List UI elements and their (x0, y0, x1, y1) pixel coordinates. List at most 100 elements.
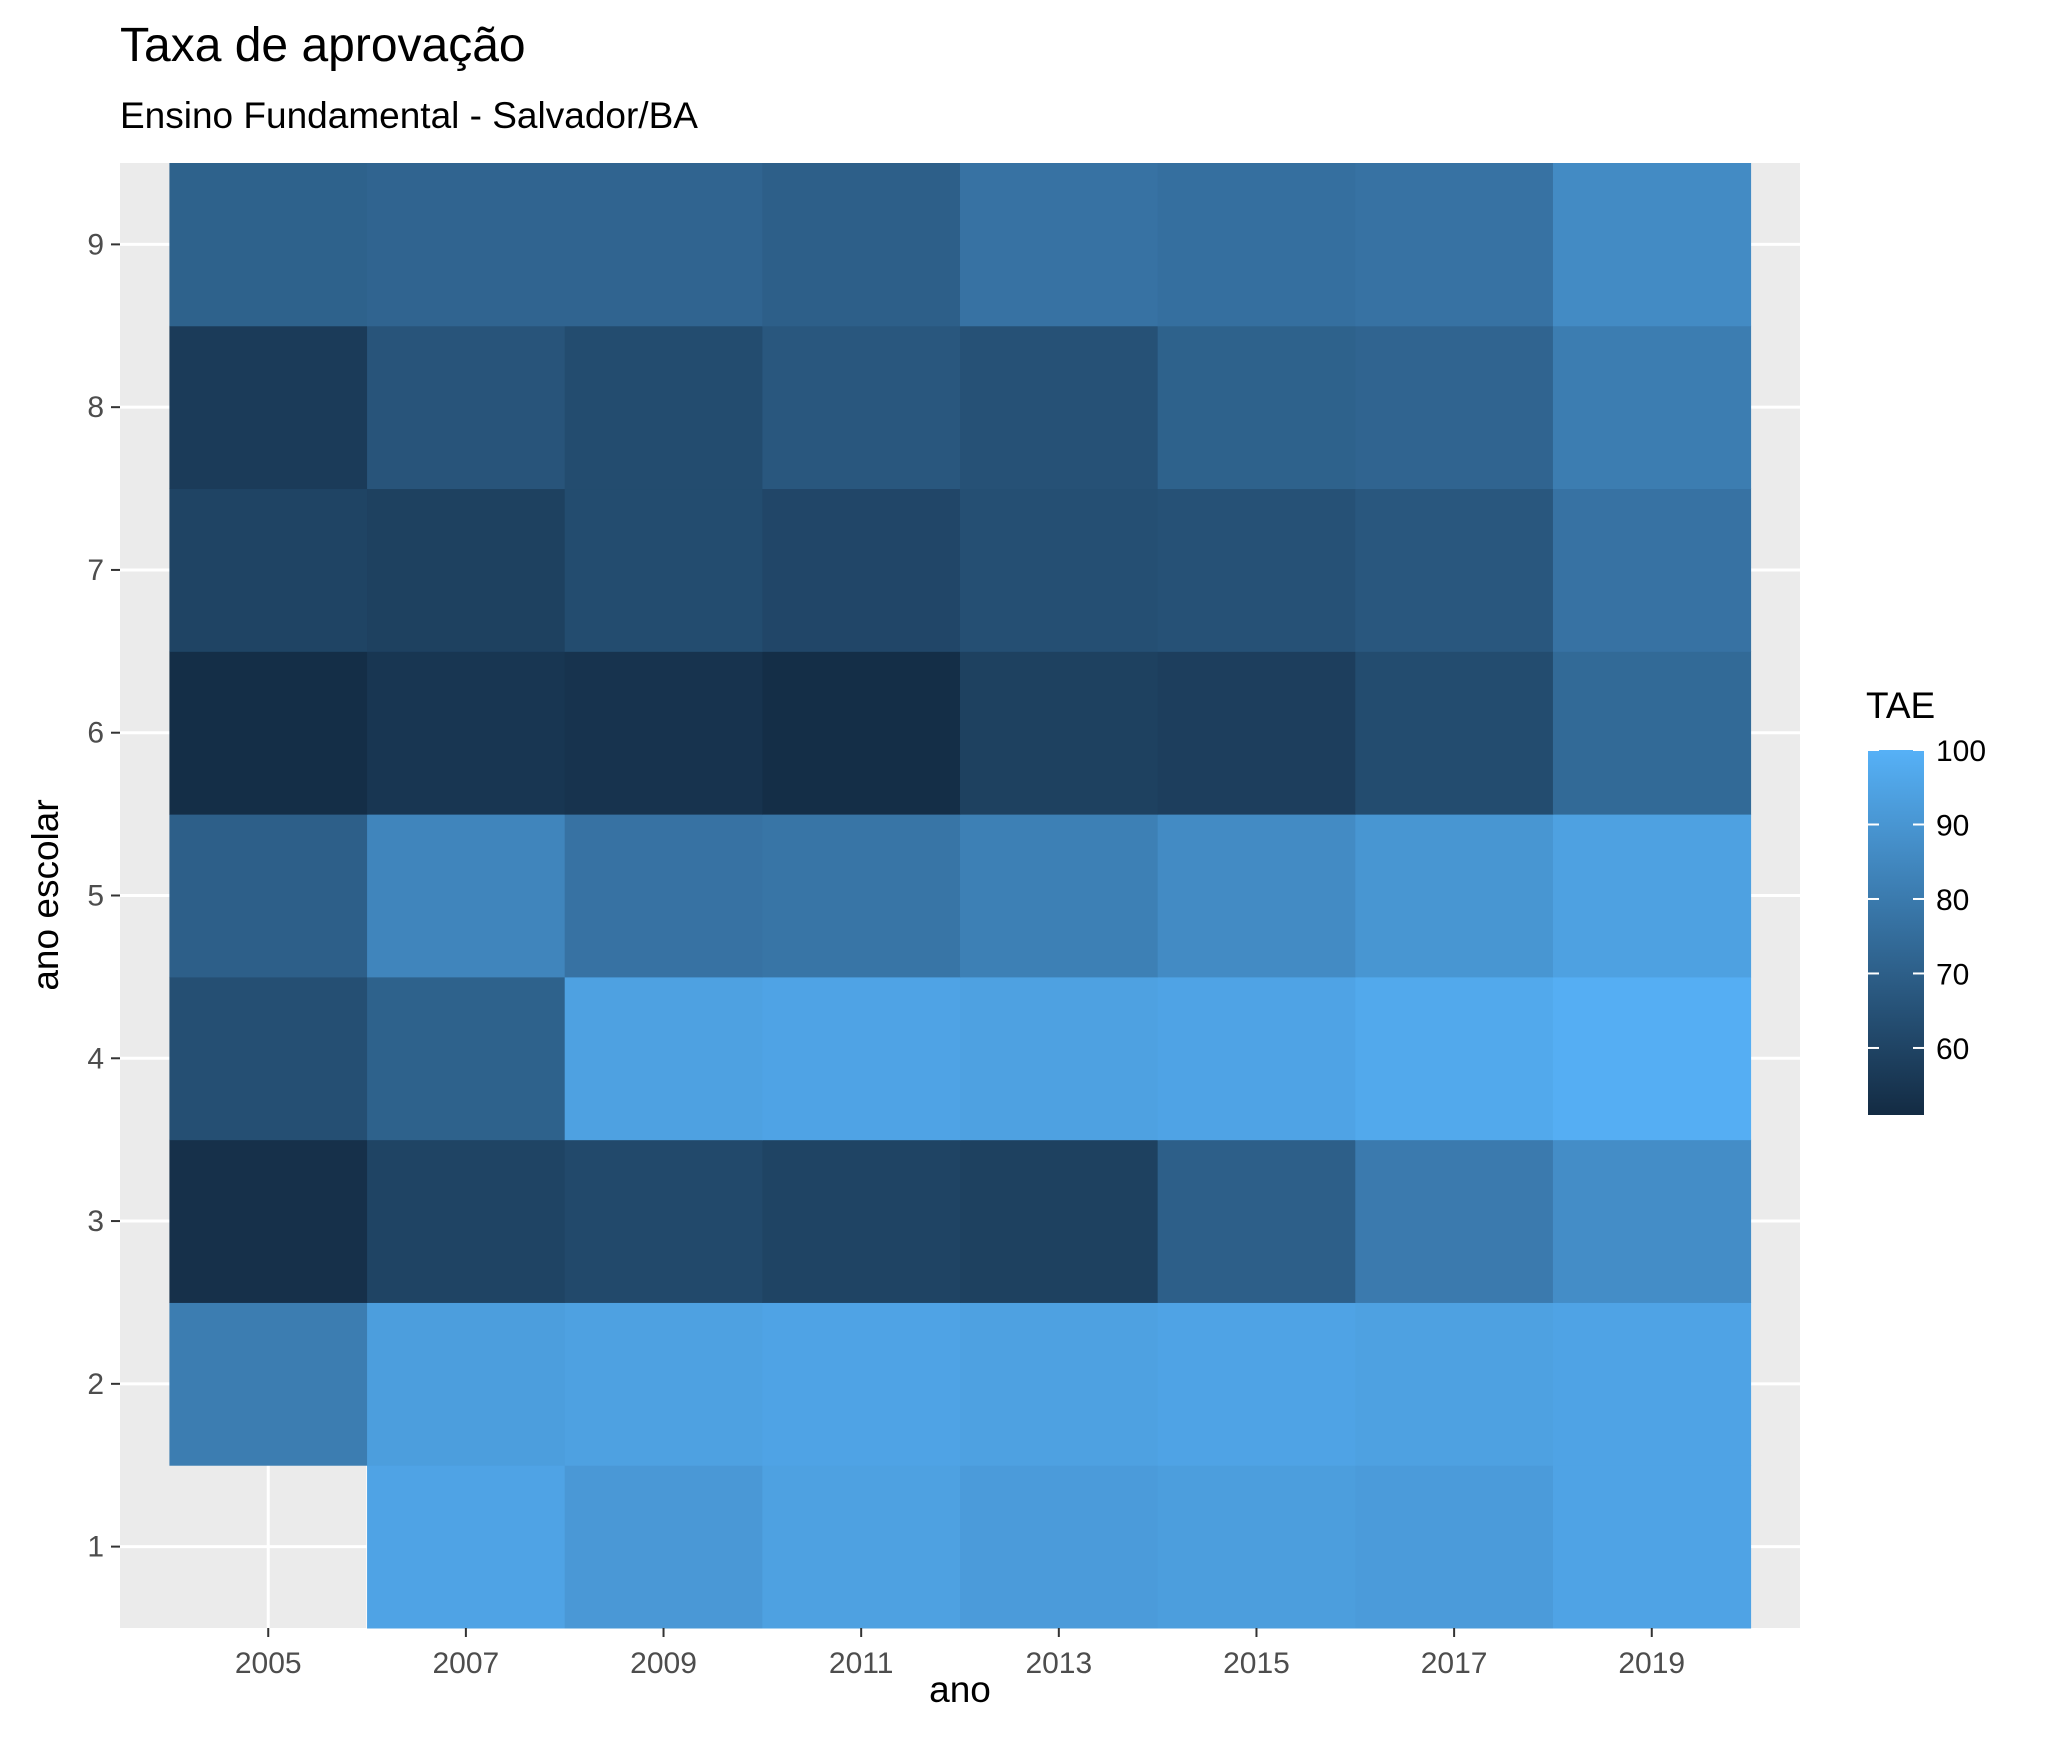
heatmap-cell-2017-3 (1355, 1139, 1554, 1303)
y-axis-title: ano escolar (25, 799, 66, 990)
x-axis-title: ano (929, 1669, 991, 1710)
heatmap-cell-2013-7 (960, 488, 1159, 652)
heatmap-cell-2011-5 (762, 814, 961, 978)
heatmap-cell-2017-7 (1355, 488, 1554, 652)
y-tick-label: 7 (87, 554, 104, 587)
legend-tick-label: 70 (1936, 958, 1969, 991)
heatmap-cell-2015-5 (1157, 814, 1356, 978)
x-tick-label: 2019 (1618, 1647, 1685, 1680)
heatmap-cell-2017-9 (1355, 163, 1554, 327)
x-tick-label: 2005 (235, 1647, 302, 1680)
heatmap-cell-2019-8 (1552, 325, 1752, 490)
legend: TAE 60 70 80 90 100 (1866, 685, 1986, 1115)
y-tick-label: 6 (87, 717, 104, 750)
heatmap-cell-2005-4 (169, 976, 368, 1141)
heatmap-cell-2013-3 (960, 1139, 1159, 1303)
heatmap-cell-2015-8 (1157, 325, 1356, 490)
heatmap-cell-2017-1 (1355, 1465, 1554, 1629)
legend-tick-label: 100 (1936, 735, 1986, 768)
heatmap-cell-2019-5 (1552, 814, 1752, 978)
heatmap-cell-2015-6 (1157, 651, 1356, 815)
heatmap-cell-2009-5 (564, 814, 763, 978)
x-tick-label: 2015 (1223, 1647, 1290, 1680)
chart-subtitle: Ensino Fundamental - Salvador/BA (120, 95, 698, 136)
heatmap-cell-2017-6 (1355, 651, 1554, 815)
heatmap-cell-2009-7 (564, 488, 763, 652)
heatmap-cells (169, 163, 1752, 1629)
heatmap-cell-2019-1 (1552, 1465, 1752, 1629)
heatmap-cell-2019-4 (1552, 976, 1752, 1141)
x-axis: 2005 2007 2009 2011 2013 2015 2017 2019 (235, 1628, 1685, 1680)
x-tick-label: 2011 (829, 1647, 894, 1680)
heatmap-cell-2005-3 (169, 1139, 368, 1303)
heatmap-cell-2007-8 (367, 325, 566, 490)
y-tick-label: 5 (87, 880, 104, 913)
heatmap-cell-2011-1 (762, 1465, 961, 1629)
heatmap-cell-2015-3 (1157, 1139, 1356, 1303)
heatmap-cell-2011-9 (762, 163, 961, 327)
y-tick-label: 4 (87, 1042, 104, 1075)
heatmap-cell-2005-5 (169, 814, 368, 978)
y-tick-label: 3 (87, 1205, 104, 1238)
heatmap-cell-2019-7 (1552, 488, 1752, 652)
heatmap-cell-2013-5 (960, 814, 1159, 978)
heatmap-cell-2019-6 (1552, 651, 1752, 815)
y-tick-label: 8 (87, 391, 104, 424)
heatmap-cell-2009-2 (564, 1302, 763, 1466)
heatmap-cell-2015-9 (1157, 163, 1356, 327)
legend-tick-label: 60 (1936, 1033, 1969, 1066)
heatmap-cell-2007-5 (367, 814, 566, 978)
x-tick-label: 2007 (433, 1647, 500, 1680)
heatmap-cell-2007-9 (367, 163, 566, 327)
heatmap-cell-2009-8 (564, 325, 763, 490)
heatmap-cell-2013-6 (960, 651, 1159, 815)
heatmap-cell-2011-6 (762, 651, 961, 815)
heatmap-cell-2011-2 (762, 1302, 961, 1466)
legend-tick-label: 80 (1936, 884, 1969, 917)
heatmap-cell-2007-4 (367, 976, 566, 1141)
y-tick-label: 2 (87, 1368, 104, 1401)
heatmap-cell-2011-7 (762, 488, 961, 652)
heatmap-cell-2015-7 (1157, 488, 1356, 652)
heatmap-cell-2017-2 (1355, 1302, 1554, 1466)
x-tick-label: 2017 (1421, 1647, 1488, 1680)
legend-title: TAE (1866, 685, 1935, 726)
heatmap-cell-2013-1 (960, 1465, 1159, 1629)
heatmap-cell-2017-5 (1355, 814, 1554, 978)
heatmap-cell-2015-2 (1157, 1302, 1356, 1466)
heatmap-cell-2009-6 (564, 651, 763, 815)
heatmap-cell-2007-6 (367, 651, 566, 815)
heatmap-cell-2013-2 (960, 1302, 1159, 1466)
heatmap-cell-2019-9 (1552, 163, 1752, 327)
heatmap-cell-2009-1 (564, 1465, 763, 1629)
heatmap-cell-2007-3 (367, 1139, 566, 1303)
heatmap-cell-2013-9 (960, 163, 1159, 327)
heatmap-cell-2005-6 (169, 651, 368, 815)
heatmap-cell-2005-7 (169, 488, 368, 652)
legend-ticks: 60 70 80 90 100 (1868, 735, 1986, 1066)
heatmap-cell-2017-8 (1355, 325, 1554, 490)
heatmap-cell-2009-4 (564, 976, 763, 1141)
y-tick-label: 1 (87, 1531, 104, 1564)
heatmap-cell-2007-7 (367, 488, 566, 652)
heatmap-cell-2015-1 (1157, 1465, 1356, 1629)
y-tick-label: 9 (87, 228, 104, 261)
x-tick-label: 2009 (630, 1647, 697, 1680)
y-axis: 1 2 3 4 5 6 7 8 9 (87, 228, 120, 1564)
heatmap-cell-2005-2 (169, 1302, 368, 1466)
legend-tick-label: 90 (1936, 809, 1969, 842)
heatmap-cell-2017-4 (1355, 976, 1554, 1141)
heatmap-cell-2005-8 (169, 325, 368, 490)
legend-colorbar (1868, 750, 1924, 1115)
heatmap-cell-2007-2 (367, 1302, 566, 1466)
heatmap-cell-2009-9 (564, 163, 763, 327)
x-tick-label: 2013 (1025, 1647, 1092, 1680)
heatmap-cell-2015-4 (1157, 976, 1356, 1141)
heatmap-cell-2019-3 (1552, 1139, 1752, 1303)
heatmap-cell-2009-3 (564, 1139, 763, 1303)
heatmap-cell-2019-2 (1552, 1302, 1752, 1466)
heatmap-cell-2007-1 (367, 1465, 566, 1629)
heatmap-cell-2011-8 (762, 325, 961, 490)
heatmap-cell-2011-4 (762, 976, 961, 1141)
